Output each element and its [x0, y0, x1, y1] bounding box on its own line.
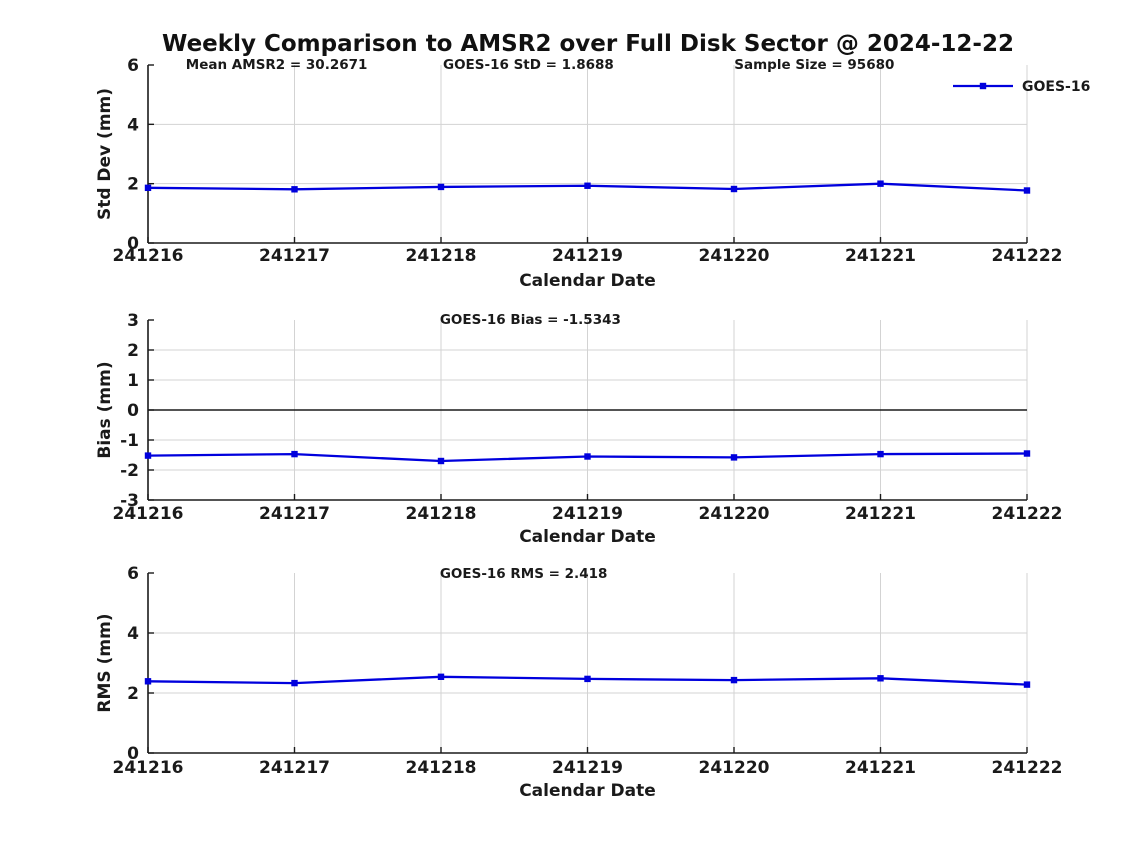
x-tick-label: 241222: [992, 758, 1063, 778]
goes16-data-point-marker: [144, 452, 152, 459]
y-axis-label: Std Dev (mm): [95, 88, 115, 220]
goes16-data-point-marker: [877, 450, 884, 458]
y-tick-label: 2: [127, 175, 139, 195]
goes16-data-point-marker: [1023, 681, 1031, 688]
goes16-data-point-marker: [144, 678, 152, 685]
x-tick-label: 241219: [552, 504, 623, 524]
goes16-data-point-marker: [291, 186, 298, 193]
goes16-data-point-marker: [730, 676, 738, 684]
annotation-text: Sample Size = 95680: [734, 57, 894, 73]
y-tick-label: 6: [127, 564, 139, 584]
x-axis-label: Calendar Date: [519, 271, 656, 291]
x-tick-label: 241219: [552, 758, 623, 778]
x-tick-label: 241216: [113, 504, 184, 524]
goes16-data-point-marker: [1023, 450, 1031, 457]
gridlines: [147, 573, 1028, 753]
y-tick-label: 0: [127, 401, 139, 421]
goes16-data-point-marker: [1023, 187, 1031, 194]
x-tick-label: 241220: [699, 246, 770, 266]
y-tick-label: 6: [127, 56, 139, 76]
x-tick-label: 241220: [699, 758, 770, 778]
x-tick-label: 241218: [406, 504, 477, 524]
y-tick-label: -3: [120, 491, 139, 511]
goes16-data-point-marker: [584, 453, 591, 460]
goes16-data-point-marker: [730, 454, 738, 461]
annotation-text: GOES-16 StD = 1.8688: [443, 57, 614, 73]
chart-title: Weekly Comparison to AMSR2 over Full Dis…: [162, 31, 1014, 57]
legend-marker: [979, 82, 987, 90]
x-tick-label: 241221: [845, 246, 916, 266]
legend-label: GOES-16: [1022, 79, 1090, 95]
annotation-text: GOES-16 Bias = -1.5343: [440, 312, 621, 328]
y-tick-label: 0: [127, 744, 139, 764]
goes16-data-point-marker: [877, 180, 884, 187]
x-tick-label: 241217: [259, 246, 330, 266]
goes16-data-point-marker: [584, 675, 591, 683]
x-tick-label: 241221: [845, 758, 916, 778]
y-tick-label: 0: [127, 234, 139, 254]
x-tick-label: 241218: [406, 246, 477, 266]
goes16-data-point-marker: [144, 184, 152, 192]
x-tick-label: 241222: [992, 504, 1063, 524]
goes16-data-point-marker: [730, 185, 738, 193]
x-tick-label: 241216: [113, 758, 184, 778]
legend: GOES-16: [953, 79, 1090, 95]
goes16-data-point-marker: [291, 679, 298, 687]
goes16-data-point-marker: [437, 183, 445, 191]
annotation-text: GOES-16 RMS = 2.418: [440, 566, 608, 582]
y-tick-label: -2: [120, 461, 139, 481]
x-tick-label: 241221: [845, 504, 916, 524]
y-axis-label: Bias (mm): [95, 361, 115, 458]
y-tick-label: 4: [127, 115, 139, 135]
x-tick-label: 241217: [259, 504, 330, 524]
goes16-data-point-marker: [291, 450, 298, 458]
x-tick-label: 241222: [992, 246, 1063, 266]
y-tick-label: -1: [120, 431, 139, 451]
x-tick-label: 241220: [699, 504, 770, 524]
annotation-text: Mean AMSR2 = 30.2671: [186, 57, 368, 73]
x-tick-label: 241216: [113, 246, 184, 266]
goes16-data-point-marker: [437, 457, 445, 465]
x-axis-label: Calendar Date: [519, 781, 656, 801]
gridlines: [147, 65, 1028, 243]
x-tick-label: 241217: [259, 758, 330, 778]
x-tick-label: 241219: [552, 246, 623, 266]
bias-subplot: 241216 241217 241218 241219 241220 241221 2412…: [95, 311, 1063, 547]
y-tick-label: 3: [127, 311, 139, 331]
y-tick-label: 2: [127, 341, 139, 361]
rms-subplot: 241216 241217 241218 241219 241220 241221 2412…: [95, 564, 1063, 801]
x-tick-label: 241218: [406, 758, 477, 778]
y-tick-label: 2: [127, 684, 139, 704]
goes16-data-point-marker: [584, 182, 591, 189]
goes16-data-point-marker: [437, 673, 445, 680]
x-axis-label: Calendar Date: [519, 527, 656, 547]
goes16-data-point-marker: [877, 675, 884, 682]
y-tick-label: 4: [127, 624, 139, 644]
stddev-subplot: 241216 241217 241218 241219 241220 241221 2412…: [95, 56, 1090, 291]
y-axis-label: RMS (mm): [95, 613, 115, 712]
y-tick-label: 1: [127, 371, 139, 391]
